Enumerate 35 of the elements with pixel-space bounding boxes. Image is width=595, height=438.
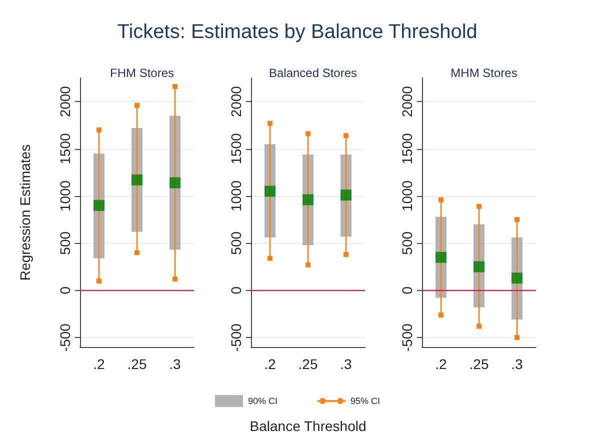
x-tick-label: .25: [469, 356, 489, 372]
y-tick-label: 1000: [228, 180, 244, 212]
chart-title: MHM Stores: [450, 66, 518, 80]
y-tick-label: -500: [57, 323, 73, 352]
y-tick-label: -500: [228, 323, 244, 352]
y-tick-label: 2000: [57, 86, 73, 118]
y-tick-label: 0: [228, 286, 244, 294]
y-axis-title: Regression Estimates: [17, 144, 33, 281]
y-tick-label: 1500: [228, 133, 244, 164]
y-tick-label: 1500: [57, 133, 73, 164]
y-tick-label: 500: [228, 231, 244, 255]
x-tick-label: .2: [93, 356, 106, 372]
x-tick-label: .3: [169, 356, 182, 372]
text: Tickets: Estimates by Balance Threshold: [117, 21, 478, 43]
y-tick-label: 0: [399, 286, 415, 294]
y-tick-label: 500: [57, 231, 73, 255]
x-axis-title: Balance Threshold: [250, 418, 366, 434]
y-tick-label: 0: [57, 286, 73, 294]
x-tick-label: .2: [264, 356, 276, 372]
y-tick-label: -500: [399, 323, 415, 352]
y-tick-label: 1000: [57, 180, 73, 212]
chart-title: Balanced Stores: [268, 66, 358, 80]
y-tick-label: 1500: [399, 133, 415, 164]
x-tick-label: .3: [340, 356, 352, 372]
y-tick-label: 500: [399, 231, 415, 255]
x-tick-label: .3: [511, 356, 524, 372]
x-tick-label: .2: [435, 356, 448, 372]
y-tick-label: 2000: [228, 86, 244, 118]
legend-label: 95% CI: [350, 396, 380, 406]
x-tick-label: .25: [127, 356, 147, 372]
legend-label: 90% CI: [248, 396, 278, 406]
x-tick-label: .25: [298, 356, 318, 372]
y-tick-label: 1000: [399, 180, 415, 212]
y-tick-label: 2000: [399, 86, 415, 118]
chart-title: FHM Stores: [110, 66, 174, 80]
